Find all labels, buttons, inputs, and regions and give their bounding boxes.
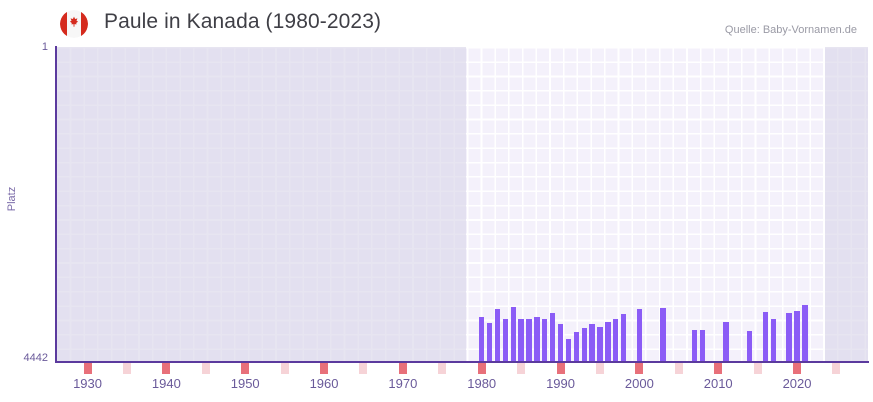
bar (660, 307, 666, 362)
bar (802, 305, 808, 362)
bar (565, 339, 572, 362)
bar (691, 329, 698, 362)
y-axis-max-label: 1 (41, 41, 48, 53)
x-axis-tick-label: 1990 (546, 376, 575, 391)
x-axis-tick-label: 1960 (309, 376, 339, 391)
x-axis-tick-label: 2020 (782, 376, 812, 391)
x-tick-major (793, 363, 802, 374)
bar (573, 332, 579, 362)
bar (557, 323, 564, 362)
bar (786, 312, 792, 362)
y-axis-title: Platz (6, 186, 18, 212)
plot-area (56, 47, 868, 362)
x-tick-major (398, 363, 407, 374)
x-tick-minor (753, 363, 762, 374)
x-tick-minor (517, 363, 526, 374)
source-attribution: Quelle: Baby-Vornamen.de (724, 24, 857, 36)
bar (762, 312, 769, 362)
y-axis-min-label: 4442 (23, 352, 48, 364)
x-tick-major (477, 363, 486, 374)
x-axis-tick-label: 2000 (624, 376, 654, 391)
bar (510, 307, 516, 362)
x-tick-major (635, 363, 644, 374)
bar (534, 317, 540, 362)
bar (699, 329, 706, 362)
shaded-band-before-data (56, 47, 466, 362)
y-axis-line (55, 46, 57, 363)
x-axis-tick-label: 1970 (388, 376, 418, 391)
x-tick-major (320, 363, 329, 374)
x-tick-minor (595, 363, 604, 374)
x-axis-line (55, 361, 869, 363)
bar-series (56, 47, 868, 362)
bar (770, 318, 777, 362)
bar (605, 322, 611, 362)
x-tick-minor (201, 363, 210, 374)
bar (747, 330, 753, 362)
bar (589, 323, 595, 362)
bar (479, 317, 485, 362)
x-tick-major (714, 363, 723, 374)
bar (723, 322, 729, 362)
x-tick-major (83, 363, 92, 374)
bar (581, 327, 587, 362)
bar (794, 310, 800, 362)
x-tick-minor (280, 363, 289, 374)
x-tick-minor (438, 363, 447, 374)
bar (494, 309, 501, 362)
bar (542, 318, 548, 362)
bar (549, 312, 556, 362)
bar (486, 322, 493, 362)
x-tick-minor (832, 363, 841, 374)
x-tick-major (241, 363, 250, 374)
bar (620, 314, 627, 362)
x-axis-tick-label: 1950 (230, 376, 260, 391)
x-axis-tick-label: 1930 (73, 376, 102, 391)
x-tick-major (162, 363, 171, 374)
shaded-band-after-data (824, 47, 868, 362)
x-tick-minor (359, 363, 368, 374)
page-title: Paule in Kanada (1980-2023) (104, 10, 382, 33)
bar (518, 318, 524, 362)
bar (597, 327, 603, 362)
bar (613, 319, 619, 362)
bar (636, 309, 643, 362)
x-tick-minor (674, 363, 683, 374)
x-axis-tick-label: 2010 (703, 376, 733, 391)
canada-flag-icon (60, 10, 88, 38)
chart-header: Paule in Kanada (1980-2023) Quelle: Baby… (0, 0, 873, 47)
bar (502, 319, 509, 362)
x-tick-major (556, 363, 565, 374)
x-axis-ticks (0, 363, 873, 375)
x-tick-minor (122, 363, 131, 374)
x-axis-tick-label: 1940 (151, 376, 181, 391)
bar (526, 319, 532, 362)
x-axis-labels: 1930 1940 1950 1960 1970 1980 1990 2000 2010 2020 (0, 376, 873, 400)
x-axis-tick-label: 1980 (467, 376, 497, 391)
